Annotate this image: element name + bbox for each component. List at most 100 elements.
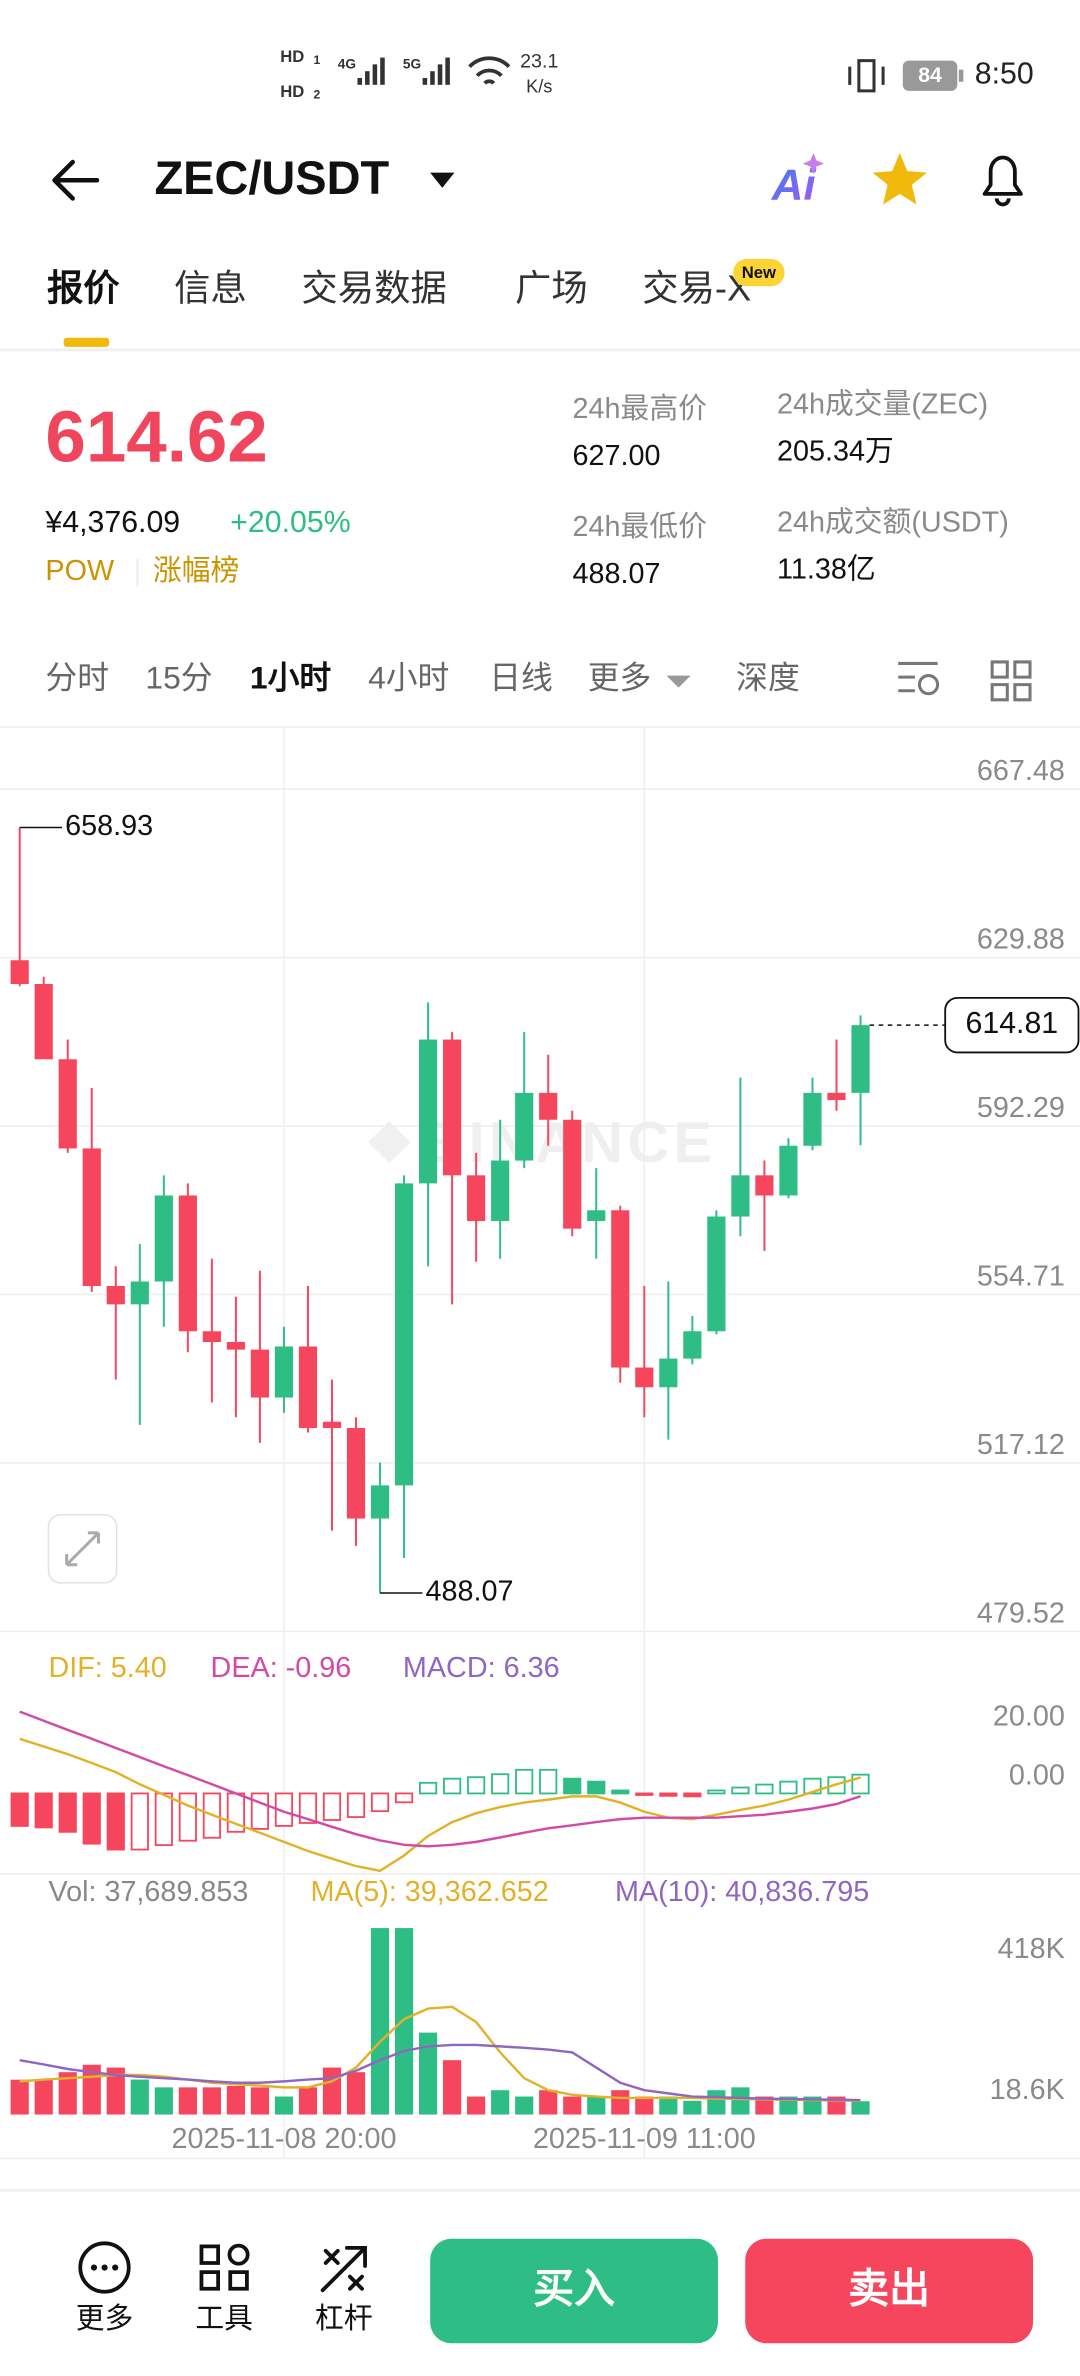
- sell-button[interactable]: [745, 2238, 1034, 2344]
- buy-label[interactable]: 买入: [533, 2266, 615, 2312]
- volume-bar: [274, 2096, 294, 2115]
- buy-button[interactable]: [430, 2238, 718, 2344]
- bottom-label[interactable]: 工具: [195, 2303, 253, 2335]
- candle-body: [659, 1358, 678, 1388]
- interval-tab[interactable]: 1小时: [250, 660, 331, 696]
- bottom-label[interactable]: 更多: [76, 2303, 134, 2335]
- candle-body: [755, 1175, 774, 1196]
- tab[interactable]: 信息: [174, 267, 247, 308]
- notification-bell[interactable]: [982, 155, 1023, 207]
- signal-bar: [372, 64, 378, 85]
- tag[interactable]: POW: [45, 555, 115, 587]
- y-tick-label: 554.71: [977, 1260, 1065, 1292]
- bottom-label[interactable]: 杠杆: [315, 2303, 373, 2335]
- candle-body: [539, 1092, 558, 1120]
- interval-tab[interactable]: 更多: [588, 660, 652, 696]
- stat-value: 205.34万: [777, 435, 894, 467]
- vibrate-icon: [848, 59, 885, 93]
- layout-icon[interactable]: [990, 660, 1032, 702]
- indicator-line: [19, 2005, 861, 2102]
- stat-value: 11.38亿: [777, 554, 876, 586]
- pair-title[interactable]: ZEC/USDT: [155, 151, 390, 204]
- interval-tab[interactable]: 深度: [736, 660, 800, 696]
- pair-dropdown[interactable]: [430, 172, 455, 188]
- macd-bar: [683, 1792, 702, 1798]
- candle-body: [683, 1331, 702, 1359]
- extreme-label: 658.93: [65, 810, 153, 842]
- interval-tab[interactable]: 分时: [45, 660, 109, 696]
- candle-body: [491, 1160, 510, 1222]
- legend-entry: Vol: 37,689.853: [48, 1876, 248, 1908]
- candle-body: [635, 1367, 654, 1388]
- volume-bar: [370, 1928, 390, 2115]
- volume-bar: [659, 2096, 678, 2115]
- tab[interactable]: 交易-X: [642, 267, 751, 308]
- candle-body: [419, 1039, 438, 1184]
- volume-bar: [178, 2087, 197, 2115]
- volume-bar: [346, 2072, 366, 2115]
- y-tick-label: 418K: [998, 1933, 1065, 1965]
- chart-settings-icon: [917, 674, 940, 696]
- signal-bar: [365, 71, 370, 85]
- volume-bar: [443, 2060, 462, 2115]
- volume-bar: [250, 2087, 270, 2115]
- net-speed: 23.1: [520, 50, 558, 72]
- tab[interactable]: 广场: [515, 267, 588, 308]
- x-tick-label: 2025-11-09 11:00: [533, 2123, 756, 2155]
- leverage-icon[interactable]: [320, 2245, 367, 2293]
- more-dropdown[interactable]: [666, 675, 691, 688]
- extreme-label: 488.07: [425, 1576, 513, 1608]
- volume-bar: [491, 2090, 510, 2115]
- signal-bar: [422, 78, 428, 85]
- watermark-logo: [368, 1120, 411, 1164]
- y-tick-label: 629.88: [977, 924, 1065, 956]
- hd-badge: HD: [280, 82, 304, 101]
- chart-settings-icon[interactable]: [898, 661, 938, 693]
- ai-button[interactable]: Ai: [771, 160, 817, 209]
- signal-bar: [437, 64, 443, 85]
- macd-bar: [346, 1792, 366, 1818]
- volume-bar: [731, 2087, 750, 2115]
- y-tick-label: 20.00: [993, 1700, 1065, 1732]
- sell-label[interactable]: 卖出: [848, 2266, 930, 2312]
- tools-icon: [227, 2243, 250, 2266]
- interval-tab[interactable]: 日线: [489, 660, 553, 696]
- volume-bar: [226, 2085, 245, 2115]
- last-price-label: 614.81: [966, 1007, 1059, 1040]
- back-button[interactable]: [52, 159, 100, 201]
- macd-bar: [755, 1783, 774, 1795]
- ai-sparkle: [802, 152, 825, 175]
- stat-value: 488.07: [573, 558, 661, 590]
- macd-bar: [515, 1768, 534, 1795]
- interval-tab[interactable]: 15分: [145, 660, 212, 696]
- candle-body: [370, 1485, 390, 1519]
- y-tick-label: 0.00: [1009, 1759, 1065, 1791]
- macd-bar: [587, 1780, 606, 1795]
- tab[interactable]: 报价: [47, 267, 120, 308]
- macd-bar: [10, 1792, 29, 1827]
- volume-bar: [419, 2032, 438, 2115]
- volume-bar: [563, 2096, 582, 2115]
- more-icon[interactable]: [78, 2241, 131, 2294]
- indicator-line: [19, 1710, 861, 1848]
- favorite-star[interactable]: [872, 152, 928, 205]
- interval-tab[interactable]: 4小时: [368, 660, 449, 696]
- volume-bar: [851, 2101, 870, 2115]
- macd-bar: [298, 1792, 318, 1824]
- candle-body: [779, 1145, 798, 1196]
- macd-bar: [419, 1781, 438, 1795]
- battery: [902, 60, 958, 91]
- candle-body: [443, 1039, 462, 1176]
- macd-bar: [178, 1792, 197, 1842]
- x-tick-label: 2025-11-08 20:00: [171, 2123, 396, 2155]
- tools-icon[interactable]: [199, 2244, 249, 2291]
- tab[interactable]: 交易数据: [301, 267, 446, 308]
- net-speed-unit: K/s: [526, 77, 552, 97]
- macd-bar: [154, 1792, 173, 1847]
- macd-bar: [635, 1792, 654, 1796]
- candle-body: [250, 1349, 270, 1398]
- tag[interactable]: 涨幅榜: [153, 555, 239, 587]
- candle-body: [58, 1059, 77, 1149]
- macd-bar: [539, 1768, 558, 1795]
